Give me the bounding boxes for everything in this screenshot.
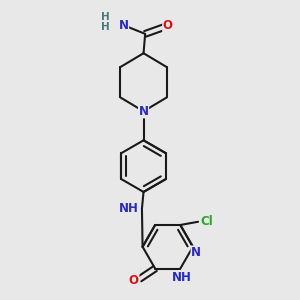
Text: O: O xyxy=(163,19,173,32)
Text: N: N xyxy=(191,246,201,259)
Text: NH: NH xyxy=(118,202,138,215)
Text: H: H xyxy=(101,12,110,22)
Text: N: N xyxy=(139,105,148,118)
Text: O: O xyxy=(129,274,139,287)
Text: H: H xyxy=(101,22,110,32)
Text: H: H xyxy=(119,20,128,30)
Text: Cl: Cl xyxy=(201,215,214,228)
Text: NH: NH xyxy=(172,271,192,284)
Text: N: N xyxy=(118,19,128,32)
